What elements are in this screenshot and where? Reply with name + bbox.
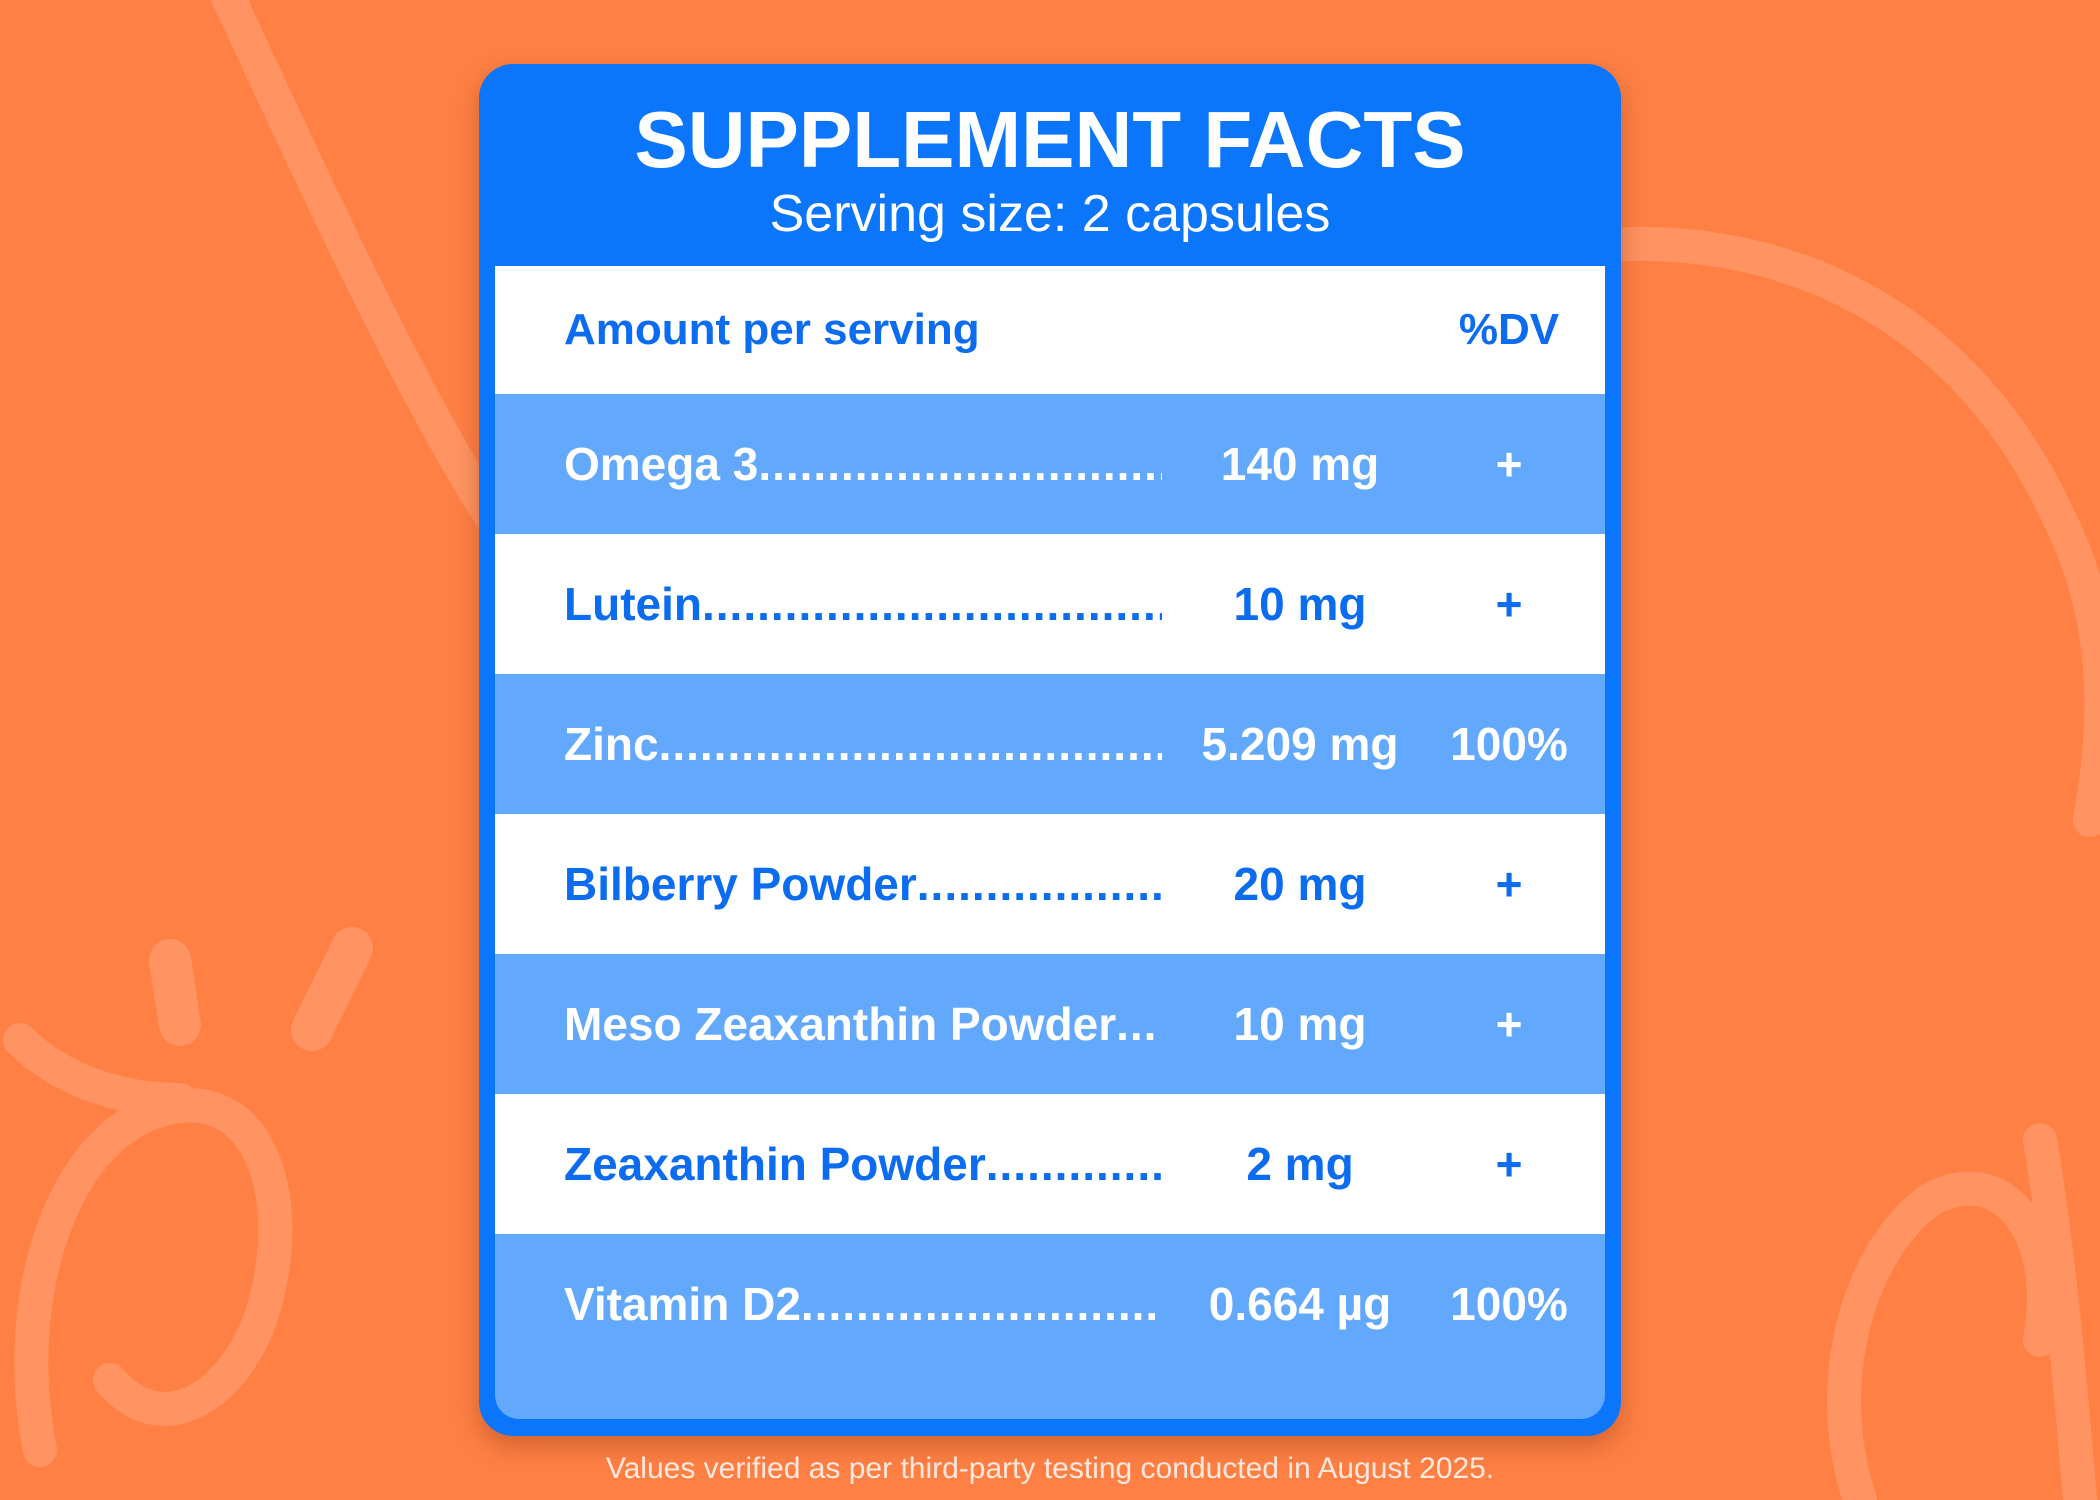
nutrient-dv: + xyxy=(1495,438,1523,490)
amount-per-serving-heading: Amount per serving xyxy=(564,305,980,354)
table-header-row: Amount per serving %DV xyxy=(495,266,1605,394)
nutrient-amount: 10 mg xyxy=(1233,998,1367,1050)
nutrient-table: Amount per serving %DV Omega 3..........… xyxy=(495,266,1605,1419)
leader-dots: .................................... xyxy=(701,578,1162,630)
footnote: Values verified as per third-party testi… xyxy=(605,1452,1495,1485)
nutrient-name: Vitamin D2........................... xyxy=(564,1234,1162,1374)
table-row: Bilberry Powder................... 20 mg… xyxy=(495,814,1605,954)
panel-header: SUPPLEMENT FACTS Serving size: 2 capsule… xyxy=(479,64,1621,266)
daily-value-heading: %DV xyxy=(1458,305,1560,354)
nutrient-dv: + xyxy=(1495,998,1523,1050)
table-row: Zinc....................................… xyxy=(495,674,1605,814)
nutrient-name: Omega 3.............................. xyxy=(564,394,1162,534)
nutrient-dv: 100% xyxy=(1450,718,1568,770)
leader-dots: ........................... xyxy=(800,1278,1162,1330)
leader-dots: ............. xyxy=(985,1138,1162,1190)
nutrient-name: Bilberry Powder................... xyxy=(564,814,1162,954)
nutrient-name: Lutein..................................… xyxy=(564,534,1162,674)
nutrient-amount: 140 mg xyxy=(1220,438,1380,490)
supplement-facts-panel: SUPPLEMENT FACTS Serving size: 2 capsule… xyxy=(479,64,1621,1436)
table-row: Lutein..................................… xyxy=(495,534,1605,674)
leader-dots: ....................................... xyxy=(658,718,1162,770)
nutrient-dv: + xyxy=(1495,578,1523,630)
nutrient-dv: + xyxy=(1495,1138,1523,1190)
table-row: Meso Zeaxanthin Powder... 10 mg + xyxy=(495,954,1605,1094)
nutrient-amount: 2 mg xyxy=(1246,1138,1354,1190)
nutrient-dv: + xyxy=(1495,858,1523,910)
nutrient-amount: 20 mg xyxy=(1233,858,1367,910)
nutrient-name: Meso Zeaxanthin Powder... xyxy=(564,998,1158,1050)
nutrient-amount: 5.209 mg xyxy=(1201,718,1399,770)
nutrient-name: Zinc....................................… xyxy=(564,674,1162,814)
nutrient-name: Zeaxanthin Powder............. xyxy=(564,1094,1162,1234)
nutrient-amount: 10 mg xyxy=(1233,578,1367,630)
leader-dots: ... xyxy=(1116,998,1158,1050)
nutrient-amount: 0.664 µg xyxy=(1208,1278,1392,1330)
leader-dots: ................... xyxy=(916,858,1162,910)
panel-title: SUPPLEMENT FACTS xyxy=(634,95,1466,184)
table-row: Zeaxanthin Powder............. 2 mg + xyxy=(495,1094,1605,1234)
table-row: Vitamin D2........................... 0.… xyxy=(495,1234,1605,1374)
table-row: Omega 3.............................. 14… xyxy=(495,394,1605,534)
leader-dots: .............................. xyxy=(758,438,1162,490)
nutrient-dv: 100% xyxy=(1450,1278,1568,1330)
serving-size: Serving size: 2 capsules xyxy=(769,185,1331,243)
